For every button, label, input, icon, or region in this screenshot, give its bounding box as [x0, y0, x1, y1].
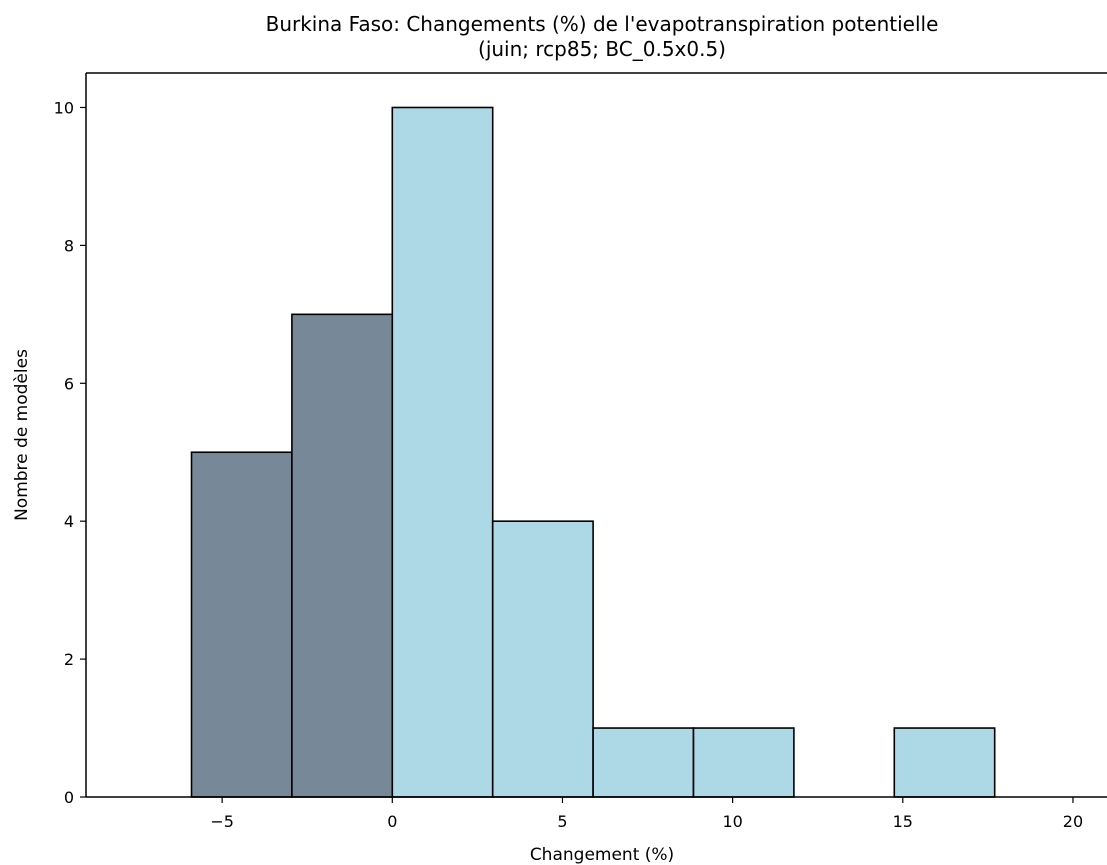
- x-tick-label: 20: [1063, 812, 1083, 831]
- histogram-bar-2: [291, 313, 394, 798]
- bars-layer: [190, 106, 996, 798]
- histogram-bar-8: [893, 727, 996, 798]
- x-tick-label: −5: [210, 812, 234, 831]
- x-tick-label: 5: [557, 812, 567, 831]
- y-tick-label: 4: [64, 512, 74, 531]
- histogram-bar-4: [491, 520, 594, 798]
- y-axis-label: Nombre de modèles: [12, 349, 32, 521]
- chart-subtitle: (juin; rcp85; BC_0.5x0.5): [478, 37, 726, 61]
- histogram-bar-1: [190, 451, 293, 798]
- x-axis-label: Changement (%): [530, 845, 674, 865]
- y-tick-label: 2: [64, 650, 74, 669]
- y-axis-ticks: 0 2 4 6 8 10: [54, 98, 86, 807]
- histogram-bar-3: [391, 106, 494, 798]
- histogram-bar-5: [592, 727, 695, 798]
- y-tick-label: 6: [64, 374, 74, 393]
- x-axis-ticks: −5 0 5 10 15 20: [210, 797, 1083, 831]
- y-tick-label: 10: [54, 98, 74, 117]
- y-tick-label: 0: [64, 788, 74, 807]
- x-tick-label: 0: [387, 812, 397, 831]
- axes-layer: [85, 72, 1107, 798]
- y-tick-label: 8: [64, 236, 74, 255]
- histogram-bar-6: [692, 727, 795, 798]
- x-tick-label: 10: [722, 812, 742, 831]
- x-tick-label: 15: [893, 812, 913, 831]
- chart-title: Burkina Faso: Changements (%) de l'evapo…: [266, 12, 939, 36]
